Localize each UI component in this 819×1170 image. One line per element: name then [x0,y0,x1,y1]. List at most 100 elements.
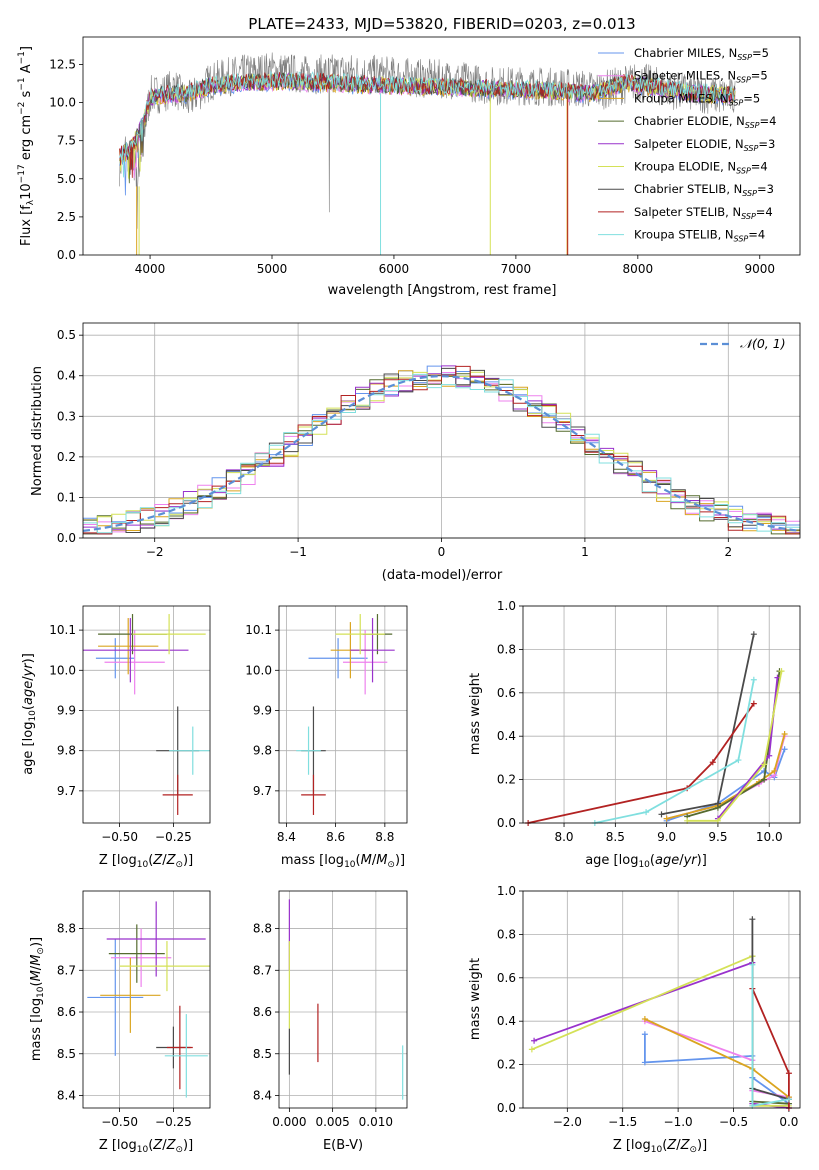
x-tick-label: −0.5 [719,1115,748,1129]
y-tick-label: 0.0 [497,1101,516,1115]
residuals-xlabel: (data-model)/error [382,568,503,583]
x-tick-label: 8000 [623,262,654,276]
legend-label: Salpeter STELIB, NSSP=4 [634,205,773,221]
x-tick-label: −0.50 [101,830,138,844]
y-tick-label: 0.6 [497,686,516,700]
error-bars [296,614,395,815]
weight-series [533,961,790,1109]
weight-marker [785,1096,792,1103]
weight-marker [528,1046,535,1053]
error-bars [87,901,210,1098]
axes-frame [82,605,211,824]
axes-frame [278,890,408,1109]
residuals-panel: −2 −1 0 1 2 0.0 0.1 0.2 0.3 0.4 0.5 𝒩(0, 1) [57,322,801,559]
age-vs-Z-panel: −0.50 −0.25 9.7 9.8 9.9 10.0 10.1 [49,605,211,844]
y-tick-label: 12.5 [49,57,76,71]
ageM-xlabel: mass [log10(M/M⊙)] [281,853,405,870]
weight-marker [641,1059,648,1066]
y-tick-label: 8.7 [57,963,76,977]
x-tick-label: 9000 [744,262,775,276]
y-tick-label: 10.1 [49,623,76,637]
weight-lines [528,916,792,1111]
weight-marker [749,916,756,923]
weight-marker [771,767,778,774]
y-tick-label: 8.4 [57,1088,76,1102]
y-tick-label: 0.6 [497,971,516,985]
y-tick-label: 8.7 [253,963,272,977]
error-bars [288,899,404,1100]
weight-marker [766,752,773,759]
weight-series [531,954,789,1107]
legend-label: Salpeter MILES, NSSP=5 [634,69,768,85]
weight-marker [641,1016,648,1023]
axes-frame [82,36,801,256]
histograms [83,365,800,535]
x-tick-label: −2 [146,545,164,559]
y-tick-label: 8.5 [57,1047,76,1061]
histogram-step [83,373,800,534]
x-tick-label: 4000 [135,262,166,276]
grid [279,891,407,1108]
axes-frame [522,890,801,1109]
x-tick-label: −0.25 [155,830,192,844]
weight-marker [761,761,768,768]
weight-marker [709,759,716,766]
x-tick-label: 0 [438,545,446,559]
wAge-ylabel: mass weight [468,673,483,755]
weight-lines [525,631,788,826]
y-tick-label: 9.7 [253,784,272,798]
x-tick-label: −2.0 [553,1115,582,1129]
x-tick-label: 1 [581,545,589,559]
x-tick-label: −1 [289,545,307,559]
legend-label: Kroupa ELODIE, NSSP=4 [634,160,768,176]
error-bars [83,614,210,815]
y-tick-label: 7.5 [57,134,76,148]
grid [279,606,407,823]
weight-marker [749,961,756,968]
mE-xlabel: E(B-V) [323,1138,363,1153]
model-spectrum [119,72,736,178]
weight-marker [781,746,788,753]
axes-frame [522,605,801,824]
weight-marker [778,668,785,675]
weight-marker [750,700,757,707]
legend-label: Chabrier MILES, NSSP=5 [634,46,769,62]
y-tick-label: 9.9 [57,703,76,717]
y-tick-label: 0.8 [497,927,516,941]
y-tick-label: 1.0 [497,599,516,613]
legend-label: Kroupa MILES, NSSP=5 [634,91,760,107]
x-tick-label: −1.0 [664,1115,693,1129]
y-tick-label: 1.0 [497,884,516,898]
x-tick-label: 0.0 [779,1115,798,1129]
legend-label: Kroupa STELIB, NSSP=4 [634,228,765,244]
ageZ-ylabel: age [log10(age/yr)] [21,653,38,775]
legend-label: Chabrier STELIB, NSSP=3 [634,182,774,198]
y-tick-label: 8.6 [253,1005,272,1019]
x-tick-label: 9.5 [708,830,727,844]
weight-series [751,964,790,1107]
x-tick-label: 0.000 [272,1115,306,1129]
x-tick-label: −0.25 [155,1115,192,1129]
weight-marker [735,757,742,764]
normal-curve [83,375,800,532]
grid [523,890,800,1109]
y-tick-label: 0.0 [497,816,516,830]
model-spectrum [119,70,736,178]
spectrum-lines [119,52,736,255]
weight-marker [663,815,670,822]
y-tick-label: 8.8 [57,922,76,936]
spectrum-xlabel: wavelength [Angstrom, rest frame] [328,283,557,298]
x-tick-label: 5000 [257,262,288,276]
weight-marker [714,800,721,807]
x-tick-label: 8.0 [554,830,573,844]
weight-series [644,1020,790,1099]
grid [83,606,210,823]
weight-marker [750,631,757,638]
y-tick-label: 0.4 [57,369,76,383]
weight-marker [785,1070,792,1077]
y-tick-label: 8.4 [253,1088,272,1102]
weight-marker [750,676,757,683]
x-tick-label: 6000 [379,262,410,276]
y-tick-label: 5.0 [57,172,76,186]
